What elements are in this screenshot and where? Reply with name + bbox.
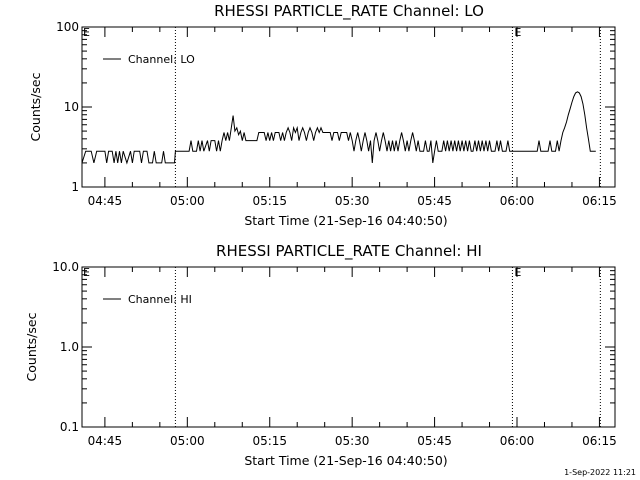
x-tick-label: 04:45 xyxy=(88,194,123,208)
footer-timestamp: 1-Sep-2022 11:21 xyxy=(564,468,636,477)
chart-title: RHESSI PARTICLE_RATE Channel: HI xyxy=(216,242,482,261)
chart-panel-hi: RHESSI PARTICLE_RATE Channel: HI 0.1 1.0 1… xyxy=(24,242,617,468)
x-tick-label: 05:15 xyxy=(252,434,287,448)
chart-panel-lo: RHESSI PARTICLE_RATE Channel: LO 1 10 100 0… xyxy=(28,2,617,228)
y-tick-label: 100 xyxy=(56,20,79,34)
y-axis-label: Counts/sec xyxy=(28,72,43,141)
x-tick-label: 06:15 xyxy=(582,194,617,208)
y-tick-label: 1.0 xyxy=(60,340,79,354)
x-tick-label: 05:30 xyxy=(335,194,370,208)
data-series xyxy=(81,91,596,165)
x-tick-label: 06:15 xyxy=(582,434,617,448)
x-tick-label: 06:00 xyxy=(500,434,535,448)
event-lines: E xyxy=(174,266,601,427)
axis-ticks: 1 10 100 04:45 05:00 05:15 05:30 05:45 06:00 06:1… xyxy=(56,20,617,208)
x-tick-label: 04:45 xyxy=(88,434,123,448)
y-axis-label: Counts/sec xyxy=(24,312,39,381)
legend: Channel: HI xyxy=(103,293,192,306)
legend: Channel: LO xyxy=(103,53,195,66)
start-marker: E xyxy=(83,266,90,279)
x-tick-label: 05:15 xyxy=(252,194,287,208)
legend-entry: Channel: HI xyxy=(128,293,192,306)
event-label: E xyxy=(514,266,521,279)
x-tick-label: 05:45 xyxy=(417,194,452,208)
event-label: E xyxy=(514,26,521,39)
y-tick-label: 0.1 xyxy=(60,420,79,434)
axis-ticks: 0.1 1.0 10.0 04:45 05:00 05:15 05:30 05:45 06:00… xyxy=(52,260,616,448)
y-tick-label: 1 xyxy=(71,180,79,194)
x-axis-label: Start Time (21-Sep-16 04:40:50) xyxy=(244,453,447,468)
y-tick-label: 10 xyxy=(64,100,79,114)
event-lines: E xyxy=(174,26,601,187)
legend-entry: Channel: LO xyxy=(128,53,195,66)
x-tick-label: 05:00 xyxy=(170,194,205,208)
x-tick-label: 06:00 xyxy=(500,194,535,208)
x-axis-label: Start Time (21-Sep-16 04:40:50) xyxy=(244,213,447,228)
x-tick-label: 05:00 xyxy=(170,434,205,448)
chart-title: RHESSI PARTICLE_RATE Channel: LO xyxy=(214,2,484,21)
x-tick-label: 05:30 xyxy=(335,434,370,448)
x-tick-label: 05:45 xyxy=(417,434,452,448)
start-marker: E xyxy=(83,26,90,39)
series-line xyxy=(81,91,596,165)
plot-frame xyxy=(81,266,616,428)
y-tick-label: 10.0 xyxy=(52,260,79,274)
